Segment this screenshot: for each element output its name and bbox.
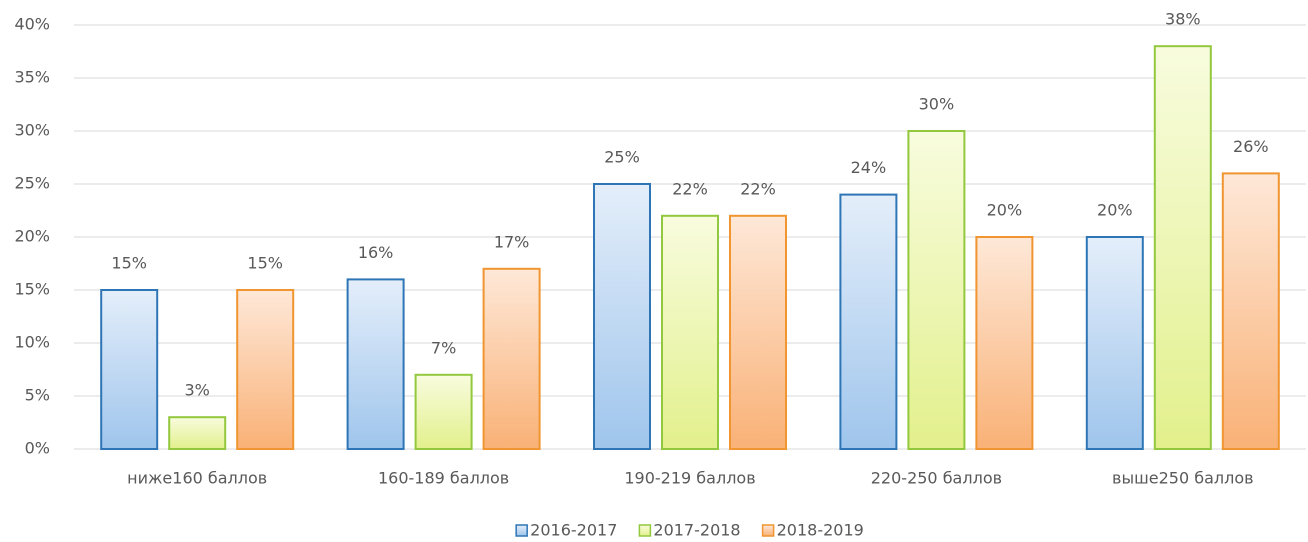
data-label: 24%: [851, 158, 887, 177]
x-tick-label: выше250 баллов: [1112, 469, 1254, 488]
bar: [482, 267, 541, 450]
y-tick-label: 40%: [14, 15, 50, 34]
y-tick-label: 0%: [25, 439, 50, 458]
data-label: 25%: [604, 148, 640, 167]
bar: [1085, 236, 1144, 450]
x-tick-label: 160-189 баллов: [378, 469, 509, 488]
x-tick-label: 190-219 баллов: [624, 469, 755, 488]
data-label: 20%: [1097, 201, 1133, 220]
bar: [839, 193, 898, 450]
y-tick-label: 15%: [14, 280, 50, 299]
x-tick-label: 220-250 баллов: [871, 469, 1002, 488]
y-tick-label: 30%: [14, 121, 50, 140]
bar: [414, 373, 473, 450]
data-label: 20%: [987, 201, 1023, 220]
y-tick-label: 5%: [25, 386, 50, 405]
bar: [236, 289, 295, 450]
y-tick-label: 20%: [14, 227, 50, 246]
bar: [168, 416, 227, 451]
legend-swatch: [761, 524, 775, 537]
data-label: 16%: [358, 243, 394, 262]
legend-label: 2016-2017: [530, 521, 617, 540]
bar: [975, 236, 1034, 450]
data-label: 15%: [247, 254, 283, 273]
data-label: 38%: [1165, 10, 1201, 29]
bar: [661, 214, 719, 450]
data-label: 7%: [431, 338, 456, 357]
bar: [100, 289, 159, 450]
bar: [1221, 172, 1280, 450]
bar: [907, 130, 966, 450]
data-label: 26%: [1233, 137, 1269, 156]
y-tick-label: 25%: [14, 174, 50, 193]
data-label: 15%: [111, 254, 147, 273]
data-label: 17%: [494, 232, 530, 251]
y-tick-label: 10%: [14, 333, 50, 352]
data-label: 3%: [185, 381, 210, 400]
bar: [1153, 45, 1212, 450]
x-tick-label: ниже160 баллов: [127, 469, 267, 488]
legend-swatch: [515, 524, 528, 537]
legend-swatch: [638, 524, 652, 537]
legend-label: 2017-2018: [653, 521, 740, 540]
bar: [593, 183, 651, 450]
bar: [729, 214, 787, 450]
bar: [346, 278, 405, 450]
data-label: 22%: [672, 179, 708, 198]
y-tick-label: 35%: [14, 68, 50, 87]
data-label: 30%: [919, 95, 955, 114]
legend-label: 2018-2019: [777, 521, 864, 540]
data-label: 22%: [740, 179, 776, 198]
